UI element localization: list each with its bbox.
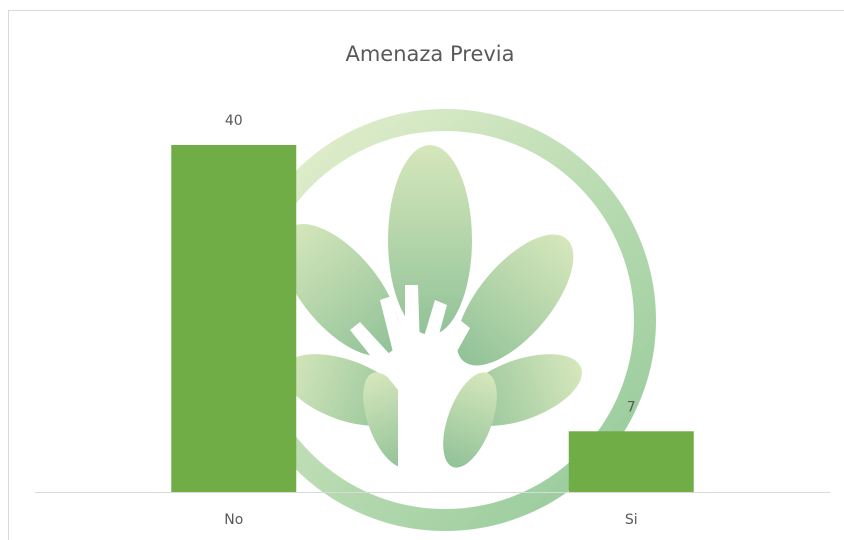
bar (171, 145, 296, 492)
bar (569, 431, 694, 492)
chart-title: Amenaza Previa (345, 42, 514, 66)
x-tick-label: No (224, 512, 243, 528)
data-label: 7 (627, 399, 636, 415)
data-label: 40 (225, 113, 243, 129)
x-tick-label: Si (625, 512, 638, 528)
chart: Amenaza Previa 40 No 7 Si (0, 0, 844, 540)
page: Amenaza Previa 40No7Si (() => { const da… (0, 0, 844, 540)
